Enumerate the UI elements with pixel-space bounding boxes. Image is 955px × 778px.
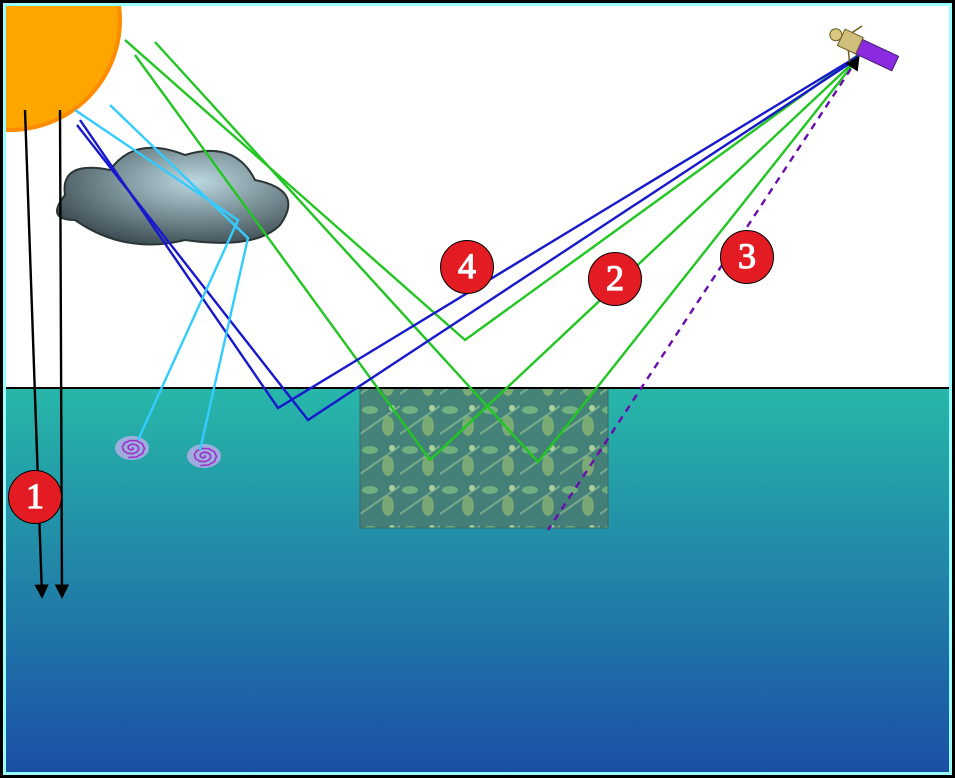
diagram-svg (0, 0, 955, 778)
label-badge-4: 4 (440, 240, 494, 294)
label-text-4: 4 (458, 248, 476, 284)
label-badge-2: 2 (588, 252, 642, 306)
label-text-3: 3 (738, 238, 756, 274)
label-badge-3: 3 (720, 230, 774, 284)
label-text-2: 2 (606, 260, 624, 296)
label-text-1: 1 (26, 478, 44, 514)
diagram-stage: 1 2 3 4 (0, 0, 955, 778)
label-badge-1: 1 (8, 470, 62, 524)
